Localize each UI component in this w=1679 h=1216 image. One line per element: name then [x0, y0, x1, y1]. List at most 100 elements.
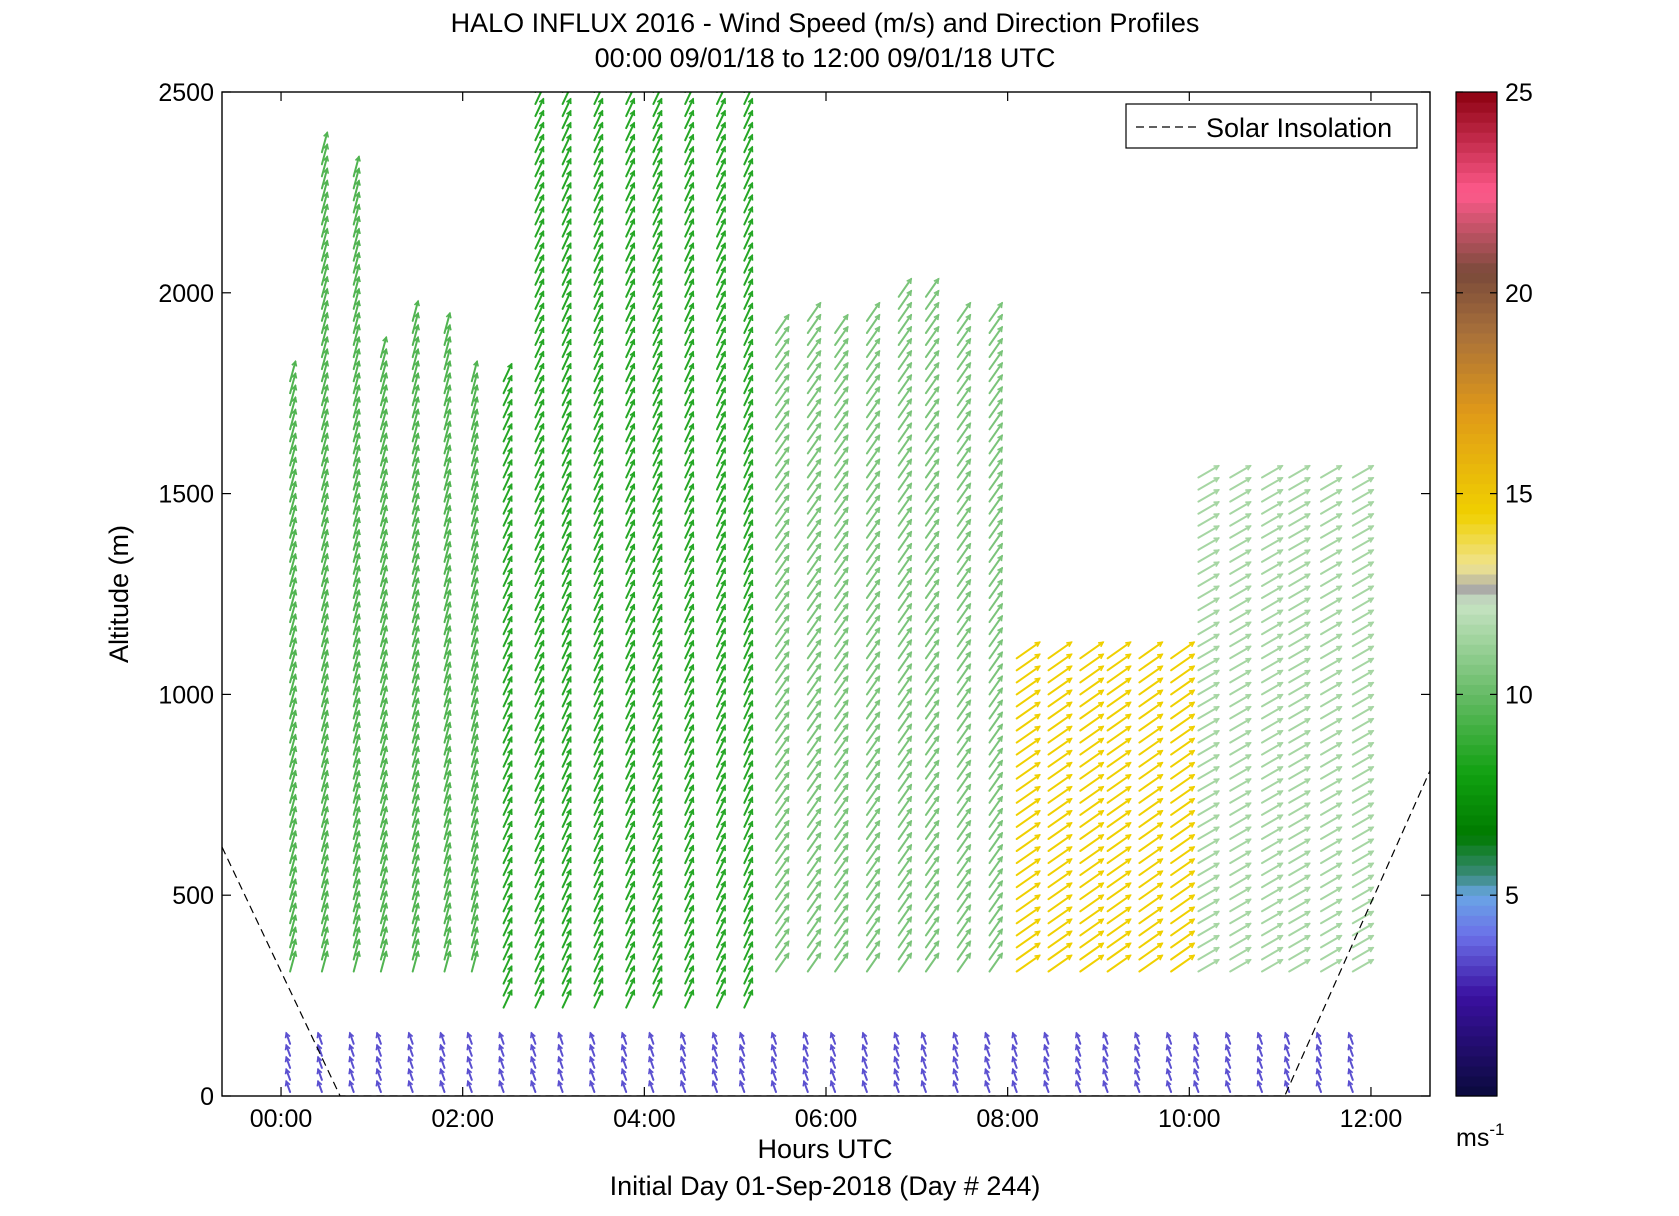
wind-vector-shaft: [956, 639, 972, 660]
wind-vector: [534, 904, 545, 925]
wind-vector-shaft: [743, 604, 754, 624]
wind-vector-head: [566, 892, 572, 900]
wind-vector-shaft: [684, 218, 695, 238]
wind-vector: [716, 639, 726, 660]
wind-vector-head: [720, 133, 726, 141]
wind-vector-head: [597, 856, 604, 864]
wind-vector: [498, 1031, 505, 1045]
wind-vector: [316, 1055, 323, 1069]
wind-vector-shaft: [443, 420, 451, 443]
wind-vector-shaft: [320, 216, 329, 238]
wind-vector-shaft: [684, 375, 695, 395]
wind-vector-head: [473, 612, 479, 620]
wind-vector-head: [566, 218, 572, 225]
wind-vector-shaft: [289, 806, 297, 828]
wind-vector-head: [507, 471, 513, 478]
wind-vector: [411, 866, 420, 889]
wind-vector-head: [323, 914, 330, 921]
wind-vector: [289, 865, 298, 889]
wind-vector: [897, 663, 913, 684]
wind-vector-head: [965, 904, 972, 911]
wind-vector: [1043, 1031, 1050, 1045]
wind-vector-shaft: [834, 796, 849, 816]
wind-vector: [652, 507, 663, 527]
wind-vector-head: [1034, 798, 1041, 804]
wind-vector: [352, 661, 361, 684]
wind-vector-shaft: [379, 372, 388, 395]
wind-vector-head: [473, 468, 479, 476]
wind-vector-shaft: [352, 794, 360, 816]
wind-vector-head: [323, 552, 330, 560]
wind-vector: [743, 326, 754, 346]
wind-vector-head: [906, 470, 913, 477]
wind-vector-shaft: [625, 194, 636, 214]
wind-vector-head: [597, 892, 604, 900]
wind-vector-shaft: [561, 447, 572, 467]
wind-vector: [534, 651, 545, 672]
wind-vector-shaft: [924, 711, 940, 732]
wind-vector-head: [933, 458, 940, 465]
wind-vector: [289, 637, 298, 660]
wind-vector-shaft: [684, 242, 695, 262]
wind-vector: [443, 721, 452, 744]
wind-vector: [625, 591, 636, 612]
wind-vector-shaft: [652, 941, 663, 961]
wind-vector-head: [688, 603, 695, 611]
wind-vector-shaft: [743, 375, 754, 395]
wind-vector: [470, 853, 479, 877]
wind-vector-head: [965, 940, 972, 947]
wind-vector-shaft: [534, 375, 545, 395]
wind-vector: [411, 396, 420, 419]
wind-vector: [743, 880, 754, 901]
wind-vector-head: [874, 880, 881, 887]
wind-vector-shaft: [897, 422, 913, 443]
wind-vector-shaft: [684, 555, 695, 575]
wind-vector-shaft: [806, 494, 822, 515]
wind-vector-shaft: [652, 315, 663, 334]
wind-vector-shaft: [716, 808, 726, 828]
wind-vector-shaft: [593, 531, 604, 551]
wind-vector: [988, 482, 1003, 503]
wind-vector-head: [629, 579, 636, 587]
wind-vector-shaft: [716, 941, 726, 961]
wind-vector: [534, 386, 545, 407]
wind-vector: [652, 205, 663, 226]
wind-vector-head: [354, 432, 361, 439]
wind-vector: [834, 578, 849, 599]
wind-vector-head: [323, 239, 330, 247]
wind-vector-shaft: [775, 820, 790, 840]
wind-vector-shaft: [320, 408, 329, 431]
wind-vector: [443, 853, 452, 877]
wind-vector: [984, 1067, 991, 1081]
wind-vector-head: [965, 651, 972, 658]
wind-vector-shaft: [379, 734, 388, 756]
wind-vector: [411, 890, 420, 913]
wind-vector-head: [566, 639, 572, 647]
wind-vector: [534, 446, 545, 467]
wind-vector: [652, 760, 663, 780]
wind-vector: [379, 613, 389, 636]
wind-vector: [411, 745, 420, 768]
wind-vector-head: [597, 928, 604, 936]
wind-vector-shaft: [379, 601, 388, 624]
wind-vector: [320, 131, 330, 154]
wind-vector-shaft: [470, 878, 478, 901]
wind-vector: [625, 736, 636, 756]
wind-vector-head: [738, 1043, 745, 1051]
wind-vector-head: [933, 831, 940, 839]
wind-vector-head: [747, 675, 754, 683]
wind-vector-shaft: [956, 579, 972, 599]
wind-vector: [289, 914, 298, 937]
wind-vector: [561, 651, 572, 672]
wind-vector: [502, 687, 513, 708]
wind-vector-head: [656, 458, 663, 466]
wind-vector: [897, 651, 913, 672]
wind-vector: [743, 507, 754, 527]
wind-vector-shaft: [593, 218, 604, 238]
wind-vector: [775, 940, 790, 961]
wind-vector-head: [354, 540, 361, 548]
wind-vector-head: [413, 299, 420, 307]
wind-vector: [775, 663, 790, 684]
wind-vector: [652, 97, 663, 118]
wind-vector-head: [354, 396, 361, 403]
